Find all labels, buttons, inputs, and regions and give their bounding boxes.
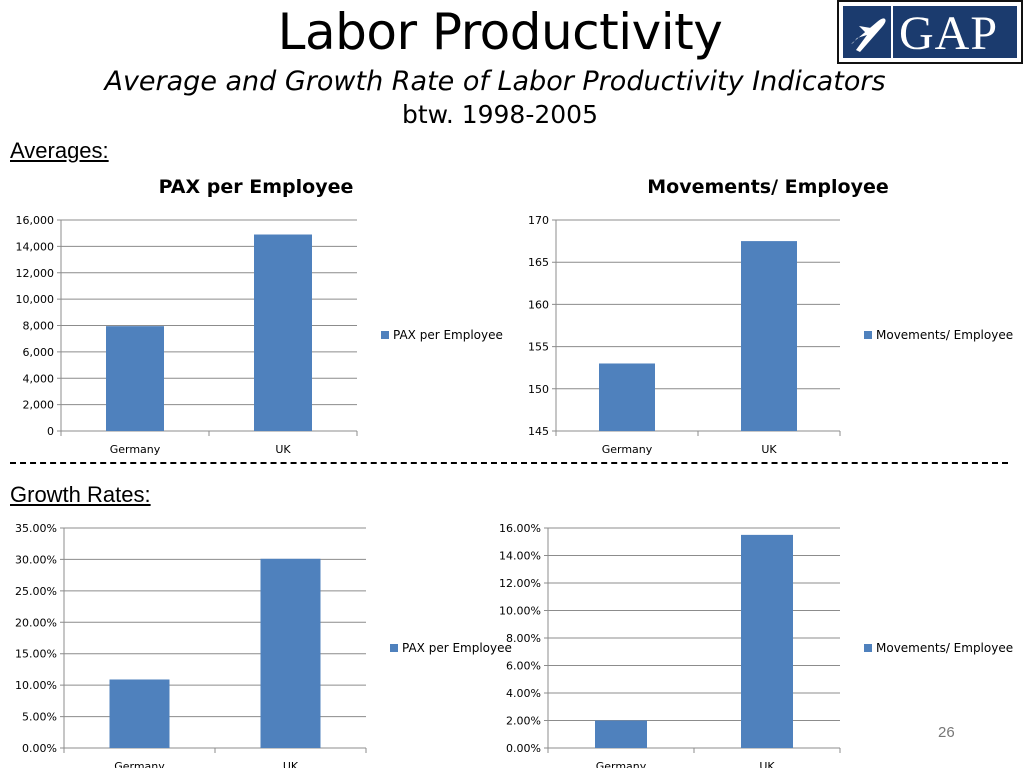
page-number: 26 bbox=[938, 724, 955, 741]
x-tick-label: Germany bbox=[110, 443, 161, 456]
x-tick-label: UK bbox=[283, 760, 299, 768]
y-tick-label: 35.00% bbox=[15, 522, 57, 535]
section-averages-label: Averages: bbox=[10, 138, 109, 163]
x-tick-label: UK bbox=[761, 443, 777, 456]
page-title: Labor Productivity bbox=[277, 3, 723, 61]
bar-germany bbox=[595, 720, 647, 748]
x-tick-label: UK bbox=[759, 760, 775, 768]
y-tick-label: 4,000 bbox=[23, 372, 55, 385]
section-growth-label: Growth Rates: bbox=[10, 482, 151, 507]
y-tick-label: 165 bbox=[528, 256, 549, 269]
y-tick-label: 30.00% bbox=[15, 553, 57, 566]
page-subtitle: Average and Growth Rate of Labor Product… bbox=[104, 66, 886, 97]
legend-label: Movements/ Employee bbox=[876, 328, 1013, 342]
legend-label: PAX per Employee bbox=[402, 641, 512, 655]
y-tick-label: 14.00% bbox=[499, 550, 541, 563]
y-tick-label: 6,000 bbox=[23, 346, 55, 359]
y-tick-label: 150 bbox=[528, 383, 549, 396]
y-tick-label: 5.00% bbox=[22, 711, 57, 724]
bar-germany bbox=[599, 363, 655, 431]
y-tick-label: 10.00% bbox=[499, 605, 541, 618]
y-tick-label: 16,000 bbox=[16, 214, 55, 227]
y-tick-label: 170 bbox=[528, 214, 549, 227]
bar-uk bbox=[260, 558, 321, 748]
bar-germany bbox=[109, 679, 170, 748]
y-tick-label: 0 bbox=[47, 425, 54, 438]
bar-uk bbox=[741, 534, 793, 748]
legend-label: Movements/ Employee bbox=[876, 641, 1013, 655]
y-tick-label: 6.00% bbox=[506, 660, 541, 673]
chart-title-pax: PAX per Employee bbox=[158, 176, 354, 198]
y-tick-label: 15.00% bbox=[15, 648, 57, 661]
y-tick-label: 25.00% bbox=[15, 585, 57, 598]
y-tick-label: 8.00% bbox=[506, 632, 541, 645]
legend-label: PAX per Employee bbox=[393, 328, 503, 342]
bar-uk bbox=[741, 241, 797, 431]
y-tick-label: 2.00% bbox=[506, 715, 541, 728]
logo-background: GAP bbox=[843, 6, 1017, 60]
page-subtitle-period: btw. 1998-2005 bbox=[402, 100, 598, 129]
logo-text: GAP bbox=[899, 7, 999, 60]
x-tick-label: Germany bbox=[114, 760, 165, 768]
y-tick-label: 16.00% bbox=[499, 522, 541, 535]
airplane-icon bbox=[851, 18, 886, 52]
x-tick-label: Germany bbox=[602, 443, 653, 456]
y-tick-label: 155 bbox=[528, 341, 549, 354]
y-tick-label: 160 bbox=[528, 298, 549, 311]
legend-swatch bbox=[381, 331, 389, 339]
y-tick-label: 2,000 bbox=[23, 399, 55, 412]
y-tick-label: 20.00% bbox=[15, 616, 57, 629]
y-tick-label: 4.00% bbox=[506, 687, 541, 700]
y-tick-label: 0.00% bbox=[22, 742, 57, 755]
x-tick-label: UK bbox=[275, 443, 291, 456]
legend-swatch bbox=[864, 644, 872, 652]
y-tick-label: 10.00% bbox=[15, 679, 57, 692]
logo-divider bbox=[891, 6, 893, 58]
gap-logo: GAP bbox=[837, 0, 1023, 64]
section-divider bbox=[10, 462, 1008, 464]
bar-germany bbox=[106, 326, 164, 431]
y-tick-label: 14,000 bbox=[16, 240, 55, 253]
y-tick-label: 0.00% bbox=[506, 742, 541, 755]
y-tick-label: 12,000 bbox=[16, 267, 55, 280]
x-tick-label: Germany bbox=[596, 760, 647, 768]
y-tick-label: 8,000 bbox=[23, 320, 55, 333]
y-tick-label: 12.00% bbox=[499, 577, 541, 590]
chart-title-movements: Movements/ Employee bbox=[647, 176, 889, 198]
y-tick-label: 10,000 bbox=[16, 293, 55, 306]
bar-uk bbox=[254, 234, 312, 431]
legend-swatch bbox=[390, 644, 398, 652]
y-tick-label: 145 bbox=[528, 425, 549, 438]
legend-swatch bbox=[864, 331, 872, 339]
